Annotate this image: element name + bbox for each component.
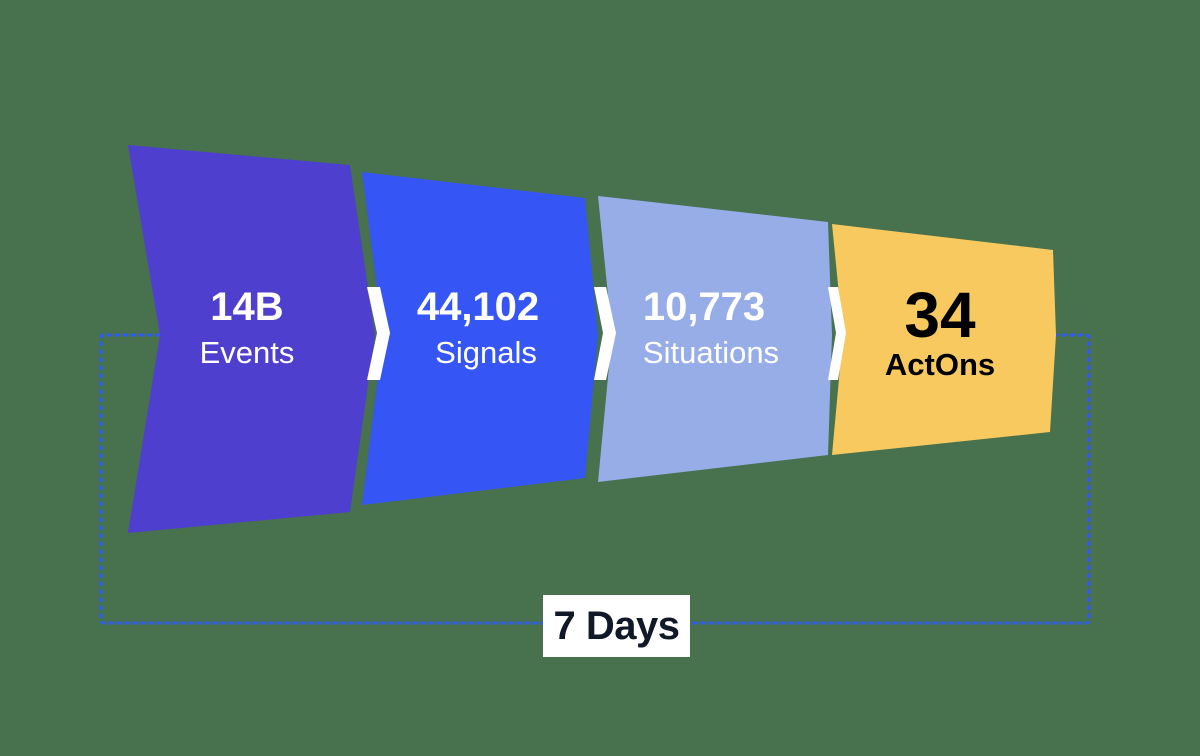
stage-value: 44,102: [416, 285, 540, 329]
duration-bracket: [99, 333, 1091, 625]
stage-events: 14B Events: [200, 283, 295, 373]
stage-value: 10,773: [642, 285, 766, 329]
stage-name: Situations: [642, 335, 780, 370]
stage-situations: 10,773 Situations: [643, 283, 779, 373]
chevron-connector-icon: [594, 287, 616, 380]
stage-shape-situations: [598, 196, 832, 482]
stage-shape-actons: [832, 224, 1056, 455]
stage-name: ActOns: [884, 347, 996, 382]
stage-shape-events: [128, 145, 375, 533]
chevron-connector-icon: [367, 287, 390, 380]
stage-actons: 34 ActOns: [885, 280, 995, 382]
stage-name: Events: [199, 335, 295, 370]
stage-value: 14B: [210, 285, 284, 329]
duration-label: 7 Days: [543, 595, 690, 657]
chevron-connector-icon: [828, 287, 846, 380]
stage-value: 34: [904, 279, 976, 351]
stage-name: Signals: [435, 335, 537, 370]
stage-shape-signals: [362, 172, 598, 505]
stage-signals: 44,102 Signals: [417, 283, 539, 373]
